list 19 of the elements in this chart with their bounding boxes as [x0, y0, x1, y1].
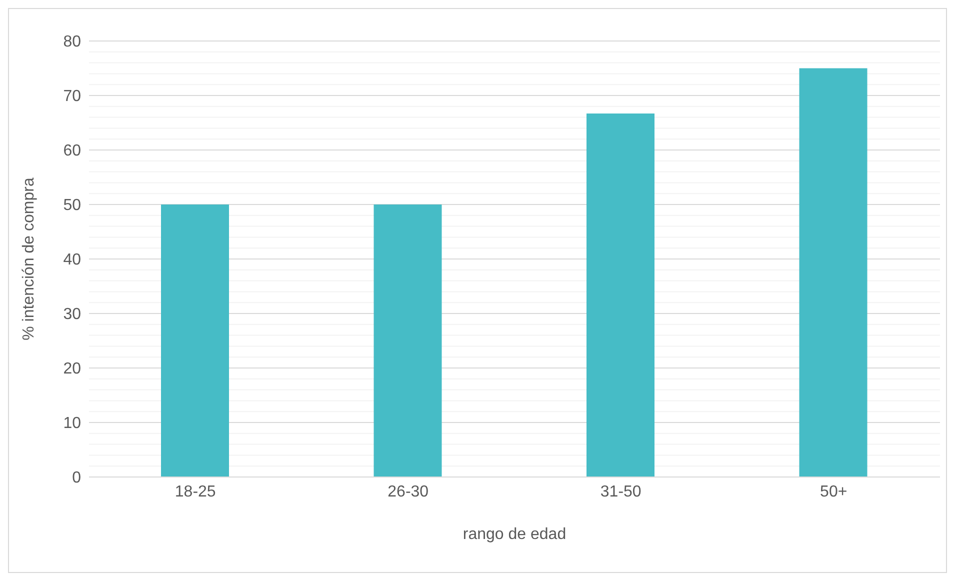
x-axis-title: rango de edad	[462, 526, 566, 543]
y-tick-label: 30	[63, 306, 82, 324]
x-tick-label: 50+	[820, 483, 848, 500]
x-tick-label: 18-25	[174, 483, 216, 500]
bar	[161, 204, 229, 477]
y-tick-label: 50	[63, 197, 82, 214]
y-axis-title: % intención de compra	[20, 178, 38, 340]
bar	[586, 113, 654, 477]
bar	[799, 68, 868, 477]
x-tick-label: 31-50	[600, 483, 642, 500]
y-tick-label: 0	[72, 470, 82, 487]
y-tick-label: 20	[63, 360, 82, 378]
y-tick-label: 40	[63, 252, 82, 269]
y-tick-label: 10	[63, 415, 82, 432]
bar	[374, 204, 442, 477]
y-tick-label: 80	[63, 34, 82, 51]
y-tick-label: 60	[63, 142, 82, 160]
y-tick-label: 70	[63, 88, 82, 106]
x-tick-label: 26-30	[388, 483, 429, 500]
